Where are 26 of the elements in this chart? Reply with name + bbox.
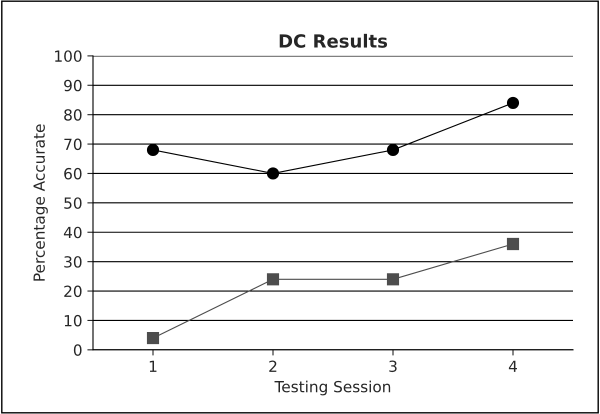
y-tick-label: 0 bbox=[74, 344, 82, 356]
point bbox=[506, 96, 520, 109]
y-tick-label: 70 bbox=[64, 138, 82, 150]
y-tick-label: 60 bbox=[64, 168, 82, 180]
x-tick-label: 4 bbox=[508, 360, 518, 372]
x-tick-label: 2 bbox=[269, 360, 276, 372]
y-tick-label: 20 bbox=[64, 286, 82, 298]
x-tick-label: 3 bbox=[389, 360, 397, 372]
y-tick-label: 50 bbox=[64, 197, 82, 209]
point bbox=[146, 332, 160, 344]
y-tick-label: 30 bbox=[64, 256, 82, 268]
y-tick-label: 80 bbox=[64, 109, 82, 121]
point bbox=[146, 144, 160, 156]
point bbox=[266, 273, 280, 286]
point bbox=[386, 273, 400, 286]
y-tick-label: 10 bbox=[64, 314, 82, 326]
chart-title: DC Results bbox=[280, 34, 388, 48]
point bbox=[386, 144, 400, 156]
point bbox=[506, 238, 520, 250]
x-tick-label: 1 bbox=[150, 360, 156, 372]
y-tick-label: 40 bbox=[64, 226, 82, 238]
point bbox=[266, 167, 280, 180]
y-tick-label: 100 bbox=[55, 50, 82, 62]
y-tick-label: 90 bbox=[64, 80, 82, 92]
y-axis-title: Percentage Accurate bbox=[34, 124, 48, 281]
x-axis-title: Testing Session bbox=[274, 380, 390, 396]
